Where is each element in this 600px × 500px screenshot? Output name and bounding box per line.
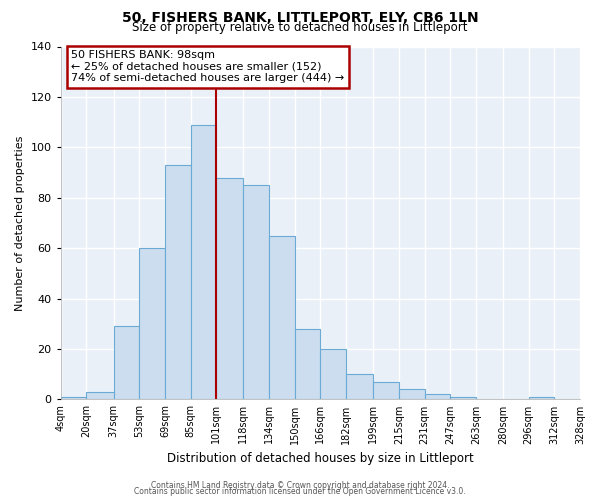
X-axis label: Distribution of detached houses by size in Littleport: Distribution of detached houses by size … xyxy=(167,452,474,465)
Bar xyxy=(86,392,113,400)
Bar xyxy=(346,374,373,400)
Bar xyxy=(425,394,450,400)
Bar xyxy=(529,397,554,400)
Text: Size of property relative to detached houses in Littleport: Size of property relative to detached ho… xyxy=(132,21,468,34)
Bar xyxy=(320,349,346,400)
Y-axis label: Number of detached properties: Number of detached properties xyxy=(15,136,25,310)
Bar xyxy=(269,236,295,400)
Bar xyxy=(216,178,244,400)
Bar xyxy=(373,382,399,400)
Text: Contains public sector information licensed under the Open Government Licence v3: Contains public sector information licen… xyxy=(134,488,466,496)
Bar xyxy=(244,185,269,400)
Bar xyxy=(61,397,86,400)
Bar xyxy=(295,329,320,400)
Text: Contains HM Land Registry data © Crown copyright and database right 2024.: Contains HM Land Registry data © Crown c… xyxy=(151,481,449,490)
Bar xyxy=(191,124,216,400)
Text: 50, FISHERS BANK, LITTLEPORT, ELY, CB6 1LN: 50, FISHERS BANK, LITTLEPORT, ELY, CB6 1… xyxy=(122,11,478,25)
Bar xyxy=(139,248,165,400)
Bar xyxy=(165,165,191,400)
Bar xyxy=(113,326,139,400)
Bar xyxy=(450,397,476,400)
Text: 50 FISHERS BANK: 98sqm
← 25% of detached houses are smaller (152)
74% of semi-de: 50 FISHERS BANK: 98sqm ← 25% of detached… xyxy=(71,50,344,83)
Bar xyxy=(399,390,425,400)
